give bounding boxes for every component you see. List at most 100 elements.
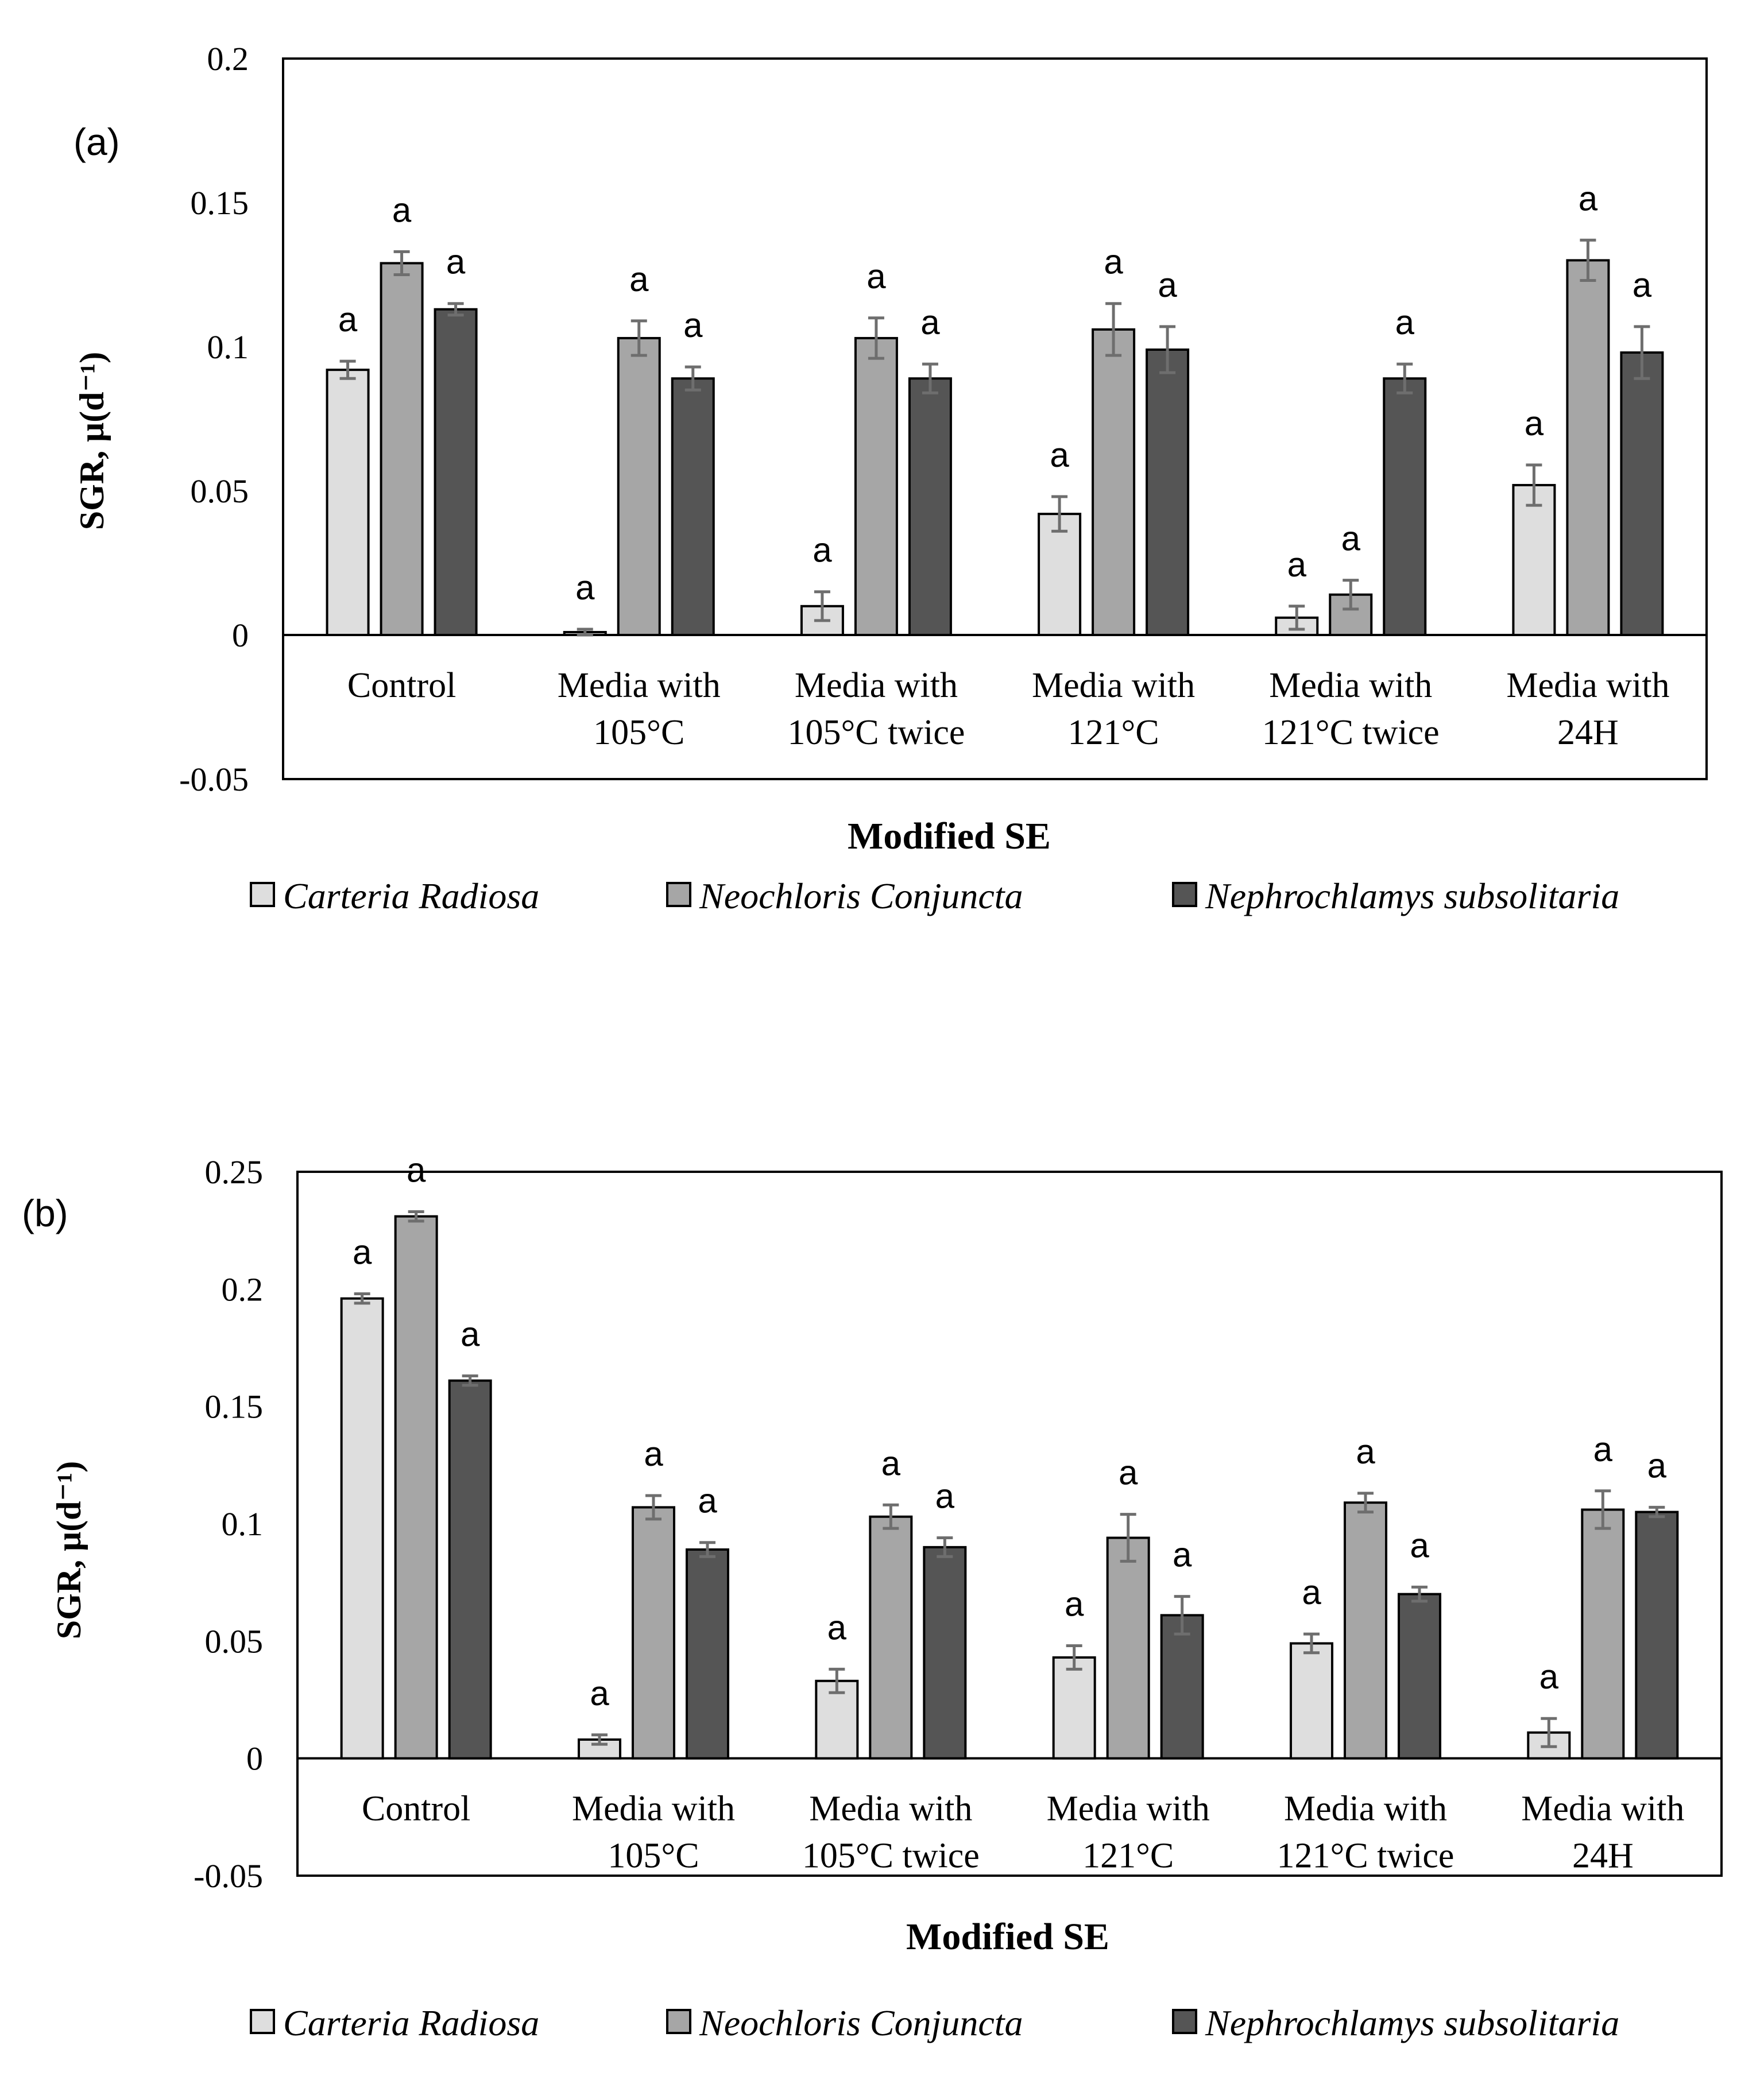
y-axis-title: SGR, μ(d⁻¹) xyxy=(50,1461,88,1639)
significance-letter: a xyxy=(813,531,832,570)
significance-letter: a xyxy=(1341,520,1361,558)
y-tick-label: 0 xyxy=(246,1740,263,1777)
bar xyxy=(1344,1501,1387,1760)
legend-label: Nephrochlamys subsolitaria xyxy=(1205,2003,1619,2043)
x-tick-label: 121°C twice xyxy=(1277,1837,1454,1876)
panel-label: (b) xyxy=(22,1192,68,1234)
significance-letter: a xyxy=(1633,266,1652,304)
bar xyxy=(617,336,661,636)
significance-letter: a xyxy=(683,306,703,344)
significance-letter: a xyxy=(446,243,466,281)
significance-letter: a xyxy=(392,191,412,229)
significance-letter: a xyxy=(338,300,358,339)
significance-letter: a xyxy=(353,1233,372,1272)
x-tick-label: Media with xyxy=(809,1790,972,1829)
significance-letter: a xyxy=(1395,303,1415,342)
y-tick-label: 0.05 xyxy=(191,473,249,510)
significance-letter: a xyxy=(1173,1536,1192,1574)
significance-letter: a xyxy=(461,1315,480,1354)
significance-letter: a xyxy=(1050,436,1069,474)
plot-frame xyxy=(282,57,1708,780)
bar xyxy=(340,1297,384,1760)
significance-letter: a xyxy=(1287,545,1307,584)
bar xyxy=(854,336,898,636)
y-tick-label: 0.15 xyxy=(191,184,249,222)
bar xyxy=(380,262,424,637)
y-tick-label: 0.2 xyxy=(207,40,249,78)
significance-letter: a xyxy=(575,568,595,607)
y-tick-label: 0.1 xyxy=(207,328,249,366)
bar xyxy=(394,1215,438,1760)
legend-swatch xyxy=(1172,2009,1197,2034)
bar xyxy=(1290,1642,1333,1760)
x-tick-label: 24H xyxy=(1572,1837,1634,1876)
bar xyxy=(448,1379,492,1760)
y-tick-label: 0.05 xyxy=(205,1622,264,1660)
significance-letter: a xyxy=(1302,1573,1321,1612)
y-tick-label: 0.1 xyxy=(222,1505,264,1543)
bar xyxy=(1566,259,1610,636)
significance-letter: a xyxy=(590,1674,609,1713)
bar xyxy=(1581,1508,1625,1760)
bar xyxy=(671,377,715,636)
x-tick-label: 121°C xyxy=(1068,713,1159,752)
y-tick-label: -0.05 xyxy=(179,761,249,798)
significance-letter: a xyxy=(1410,1526,1429,1564)
x-tick-label: 105°C twice xyxy=(802,1837,980,1876)
significance-letter: a xyxy=(920,303,940,342)
legend-label: Neochloris Conjuncta xyxy=(699,2003,1023,2043)
x-tick-label: Media with xyxy=(558,666,721,705)
significance-letter: a xyxy=(1647,1446,1667,1485)
significance-letter: a xyxy=(407,1151,426,1189)
x-tick-label: 105°C twice xyxy=(787,713,965,752)
y-tick-label: 0.25 xyxy=(205,1153,264,1191)
plot-frame xyxy=(296,1171,1723,1877)
significance-letter: a xyxy=(1525,404,1544,443)
bar xyxy=(1106,1536,1150,1760)
significance-letter: a xyxy=(935,1477,955,1516)
legend-label: Carteria Radiosa xyxy=(283,876,539,916)
significance-letter: a xyxy=(1539,1657,1559,1696)
legend-label: Nephrochlamys subsolitaria xyxy=(1205,876,1619,916)
x-tick-label: Media with xyxy=(795,666,958,705)
bar xyxy=(869,1515,913,1760)
bar xyxy=(1383,377,1427,636)
y-tick-label: 0 xyxy=(232,617,249,654)
bar xyxy=(1146,348,1190,637)
significance-letter: a xyxy=(698,1482,717,1520)
bar xyxy=(434,308,478,636)
bar xyxy=(1512,483,1556,637)
bar xyxy=(1398,1593,1441,1760)
legend-swatch xyxy=(250,2009,275,2034)
x-tick-label: Media with xyxy=(1521,1790,1684,1829)
bar xyxy=(686,1548,729,1760)
significance-letter: a xyxy=(1593,1430,1613,1469)
bar xyxy=(1160,1614,1204,1760)
bar xyxy=(1038,513,1082,636)
x-tick-label: 105°C xyxy=(593,713,684,752)
legend-label: Neochloris Conjuncta xyxy=(699,876,1023,916)
x-tick-label: Media with xyxy=(572,1790,735,1829)
x-tick-label: Control xyxy=(347,666,456,705)
significance-letter: a xyxy=(1356,1432,1375,1471)
x-tick-label: Media with xyxy=(1032,666,1195,705)
y-tick-label: 0.15 xyxy=(205,1388,264,1426)
bar xyxy=(632,1506,675,1760)
significance-letter: a xyxy=(644,1435,663,1473)
legend-label: Carteria Radiosa xyxy=(283,2003,539,2043)
x-tick-label: 105°C xyxy=(608,1837,699,1876)
y-axis-title: SGR, μ(d⁻¹) xyxy=(73,352,111,530)
significance-letter: a xyxy=(881,1444,901,1482)
significance-letter: a xyxy=(827,1608,847,1647)
significance-letter: a xyxy=(629,260,649,299)
panel-label: (a) xyxy=(74,121,120,163)
significance-letter: a xyxy=(1065,1585,1084,1624)
legend-swatch xyxy=(666,2009,691,2034)
significance-letter: a xyxy=(1158,266,1177,304)
bar xyxy=(1052,1656,1096,1760)
bar xyxy=(1092,328,1136,636)
bar xyxy=(326,369,370,636)
